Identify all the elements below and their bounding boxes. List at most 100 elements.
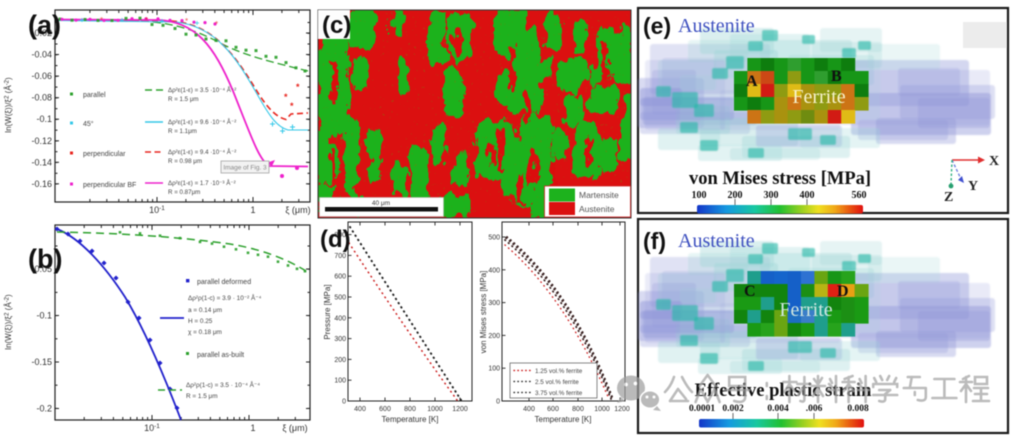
svg-text:parallel: parallel [83,92,106,99]
svg-text:Δρ²ε(1-ε) = 1.7 ·10⁻³ Å⁻²: Δρ²ε(1-ε) = 1.7 ·10⁻³ Å⁻² [168,180,236,187]
svg-text:-0.15: -0.15 [31,357,52,367]
svg-text:Δρ²ε(1-ε) = 9.4 ·10⁻⁴ Å⁻²: Δρ²ε(1-ε) = 9.4 ·10⁻⁴ Å⁻² [168,149,236,156]
svg-text:800: 800 [404,406,416,413]
svg-text:*: * [284,92,288,102]
svg-text:X: X [989,154,999,169]
svg-text:Δρ²ρ(1-c) = 3.5 · 10⁻⁴ Å⁻⁴: Δρ²ρ(1-c) = 3.5 · 10⁻⁴ Å⁻⁴ [186,380,260,389]
svg-text:100: 100 [692,190,707,201]
svg-text:2.5 vol.% ferrite: 2.5 vol.% ferrite [535,379,579,386]
svg-text:0.004: 0.004 [767,404,789,414]
svg-text:Austenite: Austenite [678,15,755,37]
svg-text:D: D [837,283,849,300]
svg-text:600: 600 [547,406,559,413]
svg-text:C: C [744,283,756,300]
svg-text:(b): (b) [28,244,62,274]
svg-text:400: 400 [488,267,500,274]
svg-text:500: 500 [334,295,346,302]
svg-text:ln(W(ξ))/ξ2 (Å-2): ln(W(ξ))/ξ2 (Å-2) [4,294,13,350]
svg-text:400: 400 [523,406,535,413]
svg-text:-0.12: -0.12 [31,136,52,146]
svg-text:R = 1.1μm: R = 1.1μm [168,128,197,135]
svg-text:0: 0 [496,399,500,406]
svg-text:600: 600 [379,406,391,413]
svg-text:10-1: 10-1 [144,423,160,433]
svg-text:Temperature [K]: Temperature [K] [382,415,439,424]
svg-text:1200: 1200 [614,406,630,413]
svg-text:200: 200 [334,357,346,364]
svg-text:-0.05: -0.05 [31,264,52,274]
svg-text:Martensite: Martensite [579,190,619,200]
svg-text:(a): (a) [28,10,61,40]
svg-text:Ferrite: Ferrite [779,299,832,321]
svg-text:0.0001: 0.0001 [689,404,715,414]
svg-text:*: * [296,82,300,92]
svg-text:10-1: 10-1 [149,205,165,215]
svg-text:-0.02: -0.02 [31,28,52,38]
svg-text:H = 0.25: H = 0.25 [188,318,213,325]
svg-text:300: 300 [488,300,500,307]
svg-text:von Mises stress [MPa]: von Mises stress [MPa] [479,271,488,354]
svg-text:-0.1: -0.1 [36,311,52,321]
svg-text:parallel deformed: parallel deformed [197,279,251,286]
svg-text:-0.1: -0.1 [36,114,52,124]
svg-text:560: 560 [852,190,867,201]
svg-text:Austenite: Austenite [579,204,615,214]
svg-text:(f): (f) [643,228,666,254]
svg-text:Temperature [K]: Temperature [K] [535,415,592,424]
svg-text:1: 1 [250,205,255,215]
svg-text:A: A [746,73,758,90]
svg-text:Austenite: Austenite [678,230,755,252]
svg-text:perpendicular: perpendicular [83,151,126,158]
svg-text:0.008: 0.008 [847,404,869,414]
svg-text:*: * [100,16,103,25]
svg-text:300: 300 [764,190,779,201]
svg-text:0.002: 0.002 [722,404,744,414]
svg-text:200: 200 [488,333,500,340]
svg-text:χ = 0.18 μm: χ = 0.18 μm [188,329,222,336]
svg-text:200: 200 [728,190,743,201]
svg-text:1200: 1200 [452,406,468,413]
svg-text:Ferrite: Ferrite [792,86,845,108]
svg-text:40 μm: 40 μm [372,200,390,207]
svg-text:800: 800 [334,232,346,239]
svg-text:700: 700 [334,253,346,260]
svg-text:45°: 45° [83,120,94,128]
svg-text:-0.08: -0.08 [31,93,52,103]
svg-text:1: 1 [250,423,255,433]
svg-text:Δρ²ε(1-ε) = 3.5 ·10⁻⁴ Å⁻²: Δρ²ε(1-ε) = 3.5 ·10⁻⁴ Å⁻² [168,87,236,94]
svg-text:*: * [290,101,294,111]
svg-text:-0.2: -0.2 [36,404,52,414]
svg-text:Effective plastic strain: Effective plastic strain [695,381,872,401]
svg-text:800: 800 [572,406,584,413]
svg-text:R = 0.98 μm: R = 0.98 μm [168,158,202,165]
svg-text:ξ (μm): ξ (μm) [285,205,310,215]
svg-text:parallel as-built: parallel as-built [197,352,244,359]
svg-text:1000: 1000 [594,406,610,413]
svg-text:400: 400 [334,315,346,322]
svg-text:100: 100 [488,366,500,373]
svg-text:R = 1.5 μm: R = 1.5 μm [168,96,199,103]
svg-text:*: * [145,16,148,25]
svg-text:100: 100 [334,378,346,385]
svg-text:(e): (e) [643,13,671,39]
svg-text:400: 400 [800,190,815,201]
svg-text:600: 600 [334,274,346,281]
svg-text:von Mises stress [MPa]: von Mises stress [MPa] [689,169,871,189]
svg-text:(c): (c) [322,12,351,39]
svg-text:1000: 1000 [427,406,443,413]
svg-text:Y: Y [968,179,978,194]
svg-text:R = 1.5 μm: R = 1.5 μm [186,393,218,400]
svg-text:0: 0 [342,399,346,406]
svg-text:300: 300 [334,336,346,343]
svg-text:500: 500 [488,235,500,242]
svg-text:-0.06: -0.06 [31,71,52,81]
svg-text:a = 0.14 μm: a = 0.14 μm [188,307,222,314]
svg-text:-0.16: -0.16 [31,179,52,189]
svg-text:*: * [185,17,188,26]
svg-text:ξ (μm): ξ (μm) [282,423,307,433]
svg-text:Pressure [MPa]: Pressure [MPa] [323,284,332,339]
svg-text:3.75 vol.% ferrite: 3.75 vol.% ferrite [535,390,583,397]
svg-text:-0.04: -0.04 [31,50,52,60]
svg-text:Δρ²ρ(1-c) = 3.9 · 10⁻² Å⁻⁴: Δρ²ρ(1-c) = 3.9 · 10⁻² Å⁻⁴ [188,293,262,302]
svg-text:ln(W(ξ))/ξ2 (Å-2): ln(W(ξ))/ξ2 (Å-2) [4,77,13,133]
